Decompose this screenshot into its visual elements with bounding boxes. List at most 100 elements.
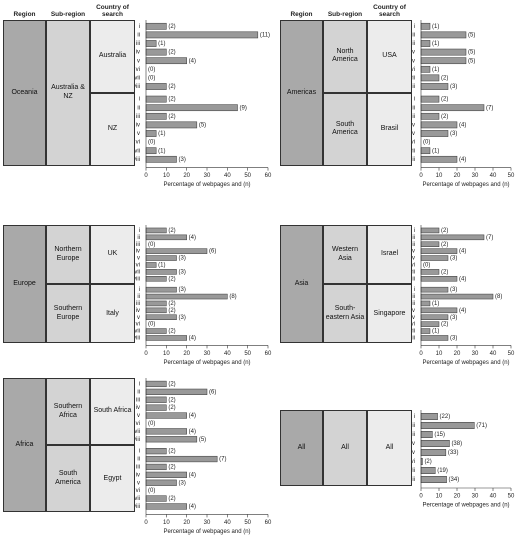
category-label: i [139, 24, 140, 30]
value-label: (4) [189, 336, 196, 342]
x-tick-label: 30 [472, 173, 479, 179]
x-tick-label: 50 [508, 494, 515, 500]
value-label: (2) [168, 465, 175, 471]
value-label: (2) [168, 308, 175, 314]
x-tick-label: 10 [436, 494, 443, 500]
category-label: iv [136, 405, 140, 411]
x-tick-label: 50 [244, 351, 251, 357]
country-box: Australia [90, 20, 135, 93]
category-label: v [137, 256, 140, 262]
x-axis-label: Percentage of webpages and (n) [422, 182, 509, 188]
value-label: (2) [168, 301, 175, 307]
bar [420, 147, 431, 155]
category-label: vii [409, 75, 415, 81]
bar [145, 404, 167, 411]
value-label: (8) [229, 294, 236, 300]
country-box: UK [90, 225, 135, 285]
sub-region-box: Southern Europe [46, 284, 90, 344]
category-label: vi [136, 263, 140, 269]
category-label: v [137, 131, 140, 137]
column-header: Region [13, 10, 36, 18]
value-label: (4) [189, 413, 196, 419]
x-tick-label: 30 [472, 351, 479, 357]
bar [145, 83, 167, 90]
x-tick-label: 0 [144, 173, 148, 179]
value-label: (5) [199, 437, 206, 443]
value-label: (1) [158, 263, 165, 269]
value-label: (3) [179, 256, 186, 262]
country-box: Singapore [367, 284, 412, 344]
bar [420, 422, 475, 429]
category-label: ii [412, 423, 415, 429]
category-label: v [412, 256, 415, 262]
region-box: Asia [280, 225, 323, 344]
bar [145, 293, 228, 300]
bar [145, 300, 167, 307]
category-label: v [412, 315, 415, 321]
bar [145, 503, 187, 510]
country-box: USA [367, 20, 412, 93]
country-box: South Africa [90, 378, 135, 446]
column-header: Region [290, 10, 313, 18]
value-label: (3) [450, 84, 457, 90]
value-label: (3) [450, 287, 457, 293]
bar [420, 307, 458, 314]
category-label: ii [412, 32, 415, 38]
bar [145, 448, 167, 455]
x-tick-label: 30 [204, 173, 211, 179]
category-label: vii [134, 429, 140, 435]
value-label: (9) [240, 105, 247, 111]
bar [145, 104, 238, 112]
bar [145, 112, 167, 120]
bar [420, 95, 440, 103]
value-label: (2) [441, 228, 448, 234]
category-label: iii [136, 465, 140, 471]
region-box: Americas [280, 20, 323, 166]
value-label: (3) [450, 256, 457, 262]
value-label: (2) [168, 84, 175, 90]
bar [145, 57, 187, 65]
value-label: (0) [148, 242, 155, 248]
value-label: (1) [432, 24, 439, 30]
value-label: (38) [451, 441, 462, 447]
value-label: (3) [450, 315, 457, 321]
category-label: vi [136, 67, 140, 73]
category-label: i [139, 382, 140, 388]
value-label: (3) [179, 287, 186, 293]
x-tick-label: 20 [454, 351, 461, 357]
category-label: i [139, 287, 140, 293]
bar [420, 276, 458, 282]
value-label: (2) [168, 97, 175, 103]
value-label: (2) [424, 459, 431, 465]
value-label: (1) [432, 329, 439, 335]
value-label: (4) [459, 276, 466, 282]
value-label: (0) [423, 140, 430, 146]
bar [420, 112, 440, 120]
category-label: vii [134, 148, 140, 154]
x-tick-label: 30 [204, 351, 211, 357]
category-label: i [139, 228, 140, 234]
bar [420, 155, 458, 163]
category-label: viii [133, 157, 140, 163]
bar [145, 155, 177, 163]
bar [145, 471, 187, 478]
bar [145, 388, 208, 395]
category-label: ii [137, 457, 140, 463]
category-label: v [137, 480, 140, 486]
category-label: vi [411, 263, 415, 269]
category-label: vii [409, 269, 415, 275]
category-label: iv [411, 308, 415, 314]
bar [420, 335, 449, 341]
category-label: iii [136, 41, 140, 47]
bar [420, 255, 449, 261]
bar [420, 104, 485, 112]
x-tick-label: 20 [183, 173, 190, 179]
bar [145, 234, 187, 241]
sub-region-box: Northern Europe [46, 225, 90, 285]
value-label: (4) [189, 429, 196, 435]
column-header: Country of search [373, 3, 406, 18]
category-label: iv [136, 122, 140, 128]
value-label: (1) [432, 148, 439, 154]
category-label: vii [409, 148, 415, 154]
bar [420, 130, 449, 137]
